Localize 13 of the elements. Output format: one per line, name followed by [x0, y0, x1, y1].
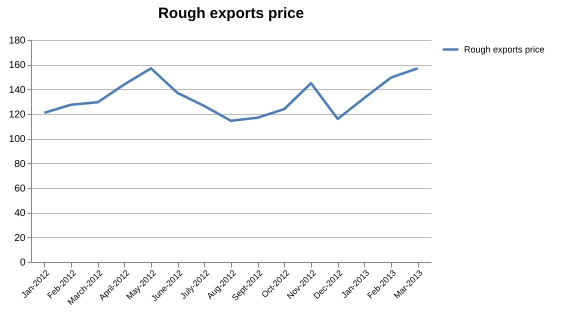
y-tick-label: 0	[20, 258, 26, 268]
line-series	[43, 67, 419, 122]
y-tick-label: 120	[8, 110, 26, 120]
chart-title: Rough exports price	[158, 5, 304, 22]
y-tick-label: 40	[14, 208, 26, 220]
y-tick-label: 60	[14, 184, 26, 194]
y-tick-label: 20	[14, 232, 26, 244]
y-tick-label: 180	[8, 36, 26, 46]
y-tick-label: 100	[8, 134, 26, 146]
y-tick-label: 80	[14, 158, 26, 170]
legend-label: Rough exports price	[464, 44, 545, 54]
y-tick-label: 140	[8, 84, 26, 96]
y-tick-label: 160	[8, 60, 26, 72]
